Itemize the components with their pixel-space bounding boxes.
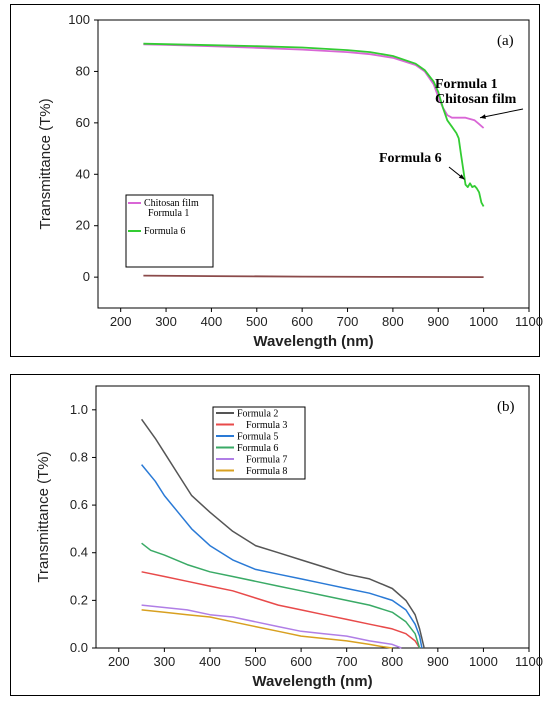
chart-a-ytick-label-20: 20 — [76, 218, 90, 233]
chart-a-plot-frame — [97, 19, 530, 309]
chart-a-series-formula-1-line — [143, 274, 484, 279]
chart-a-ytick-label-100: 100 — [68, 12, 90, 27]
chart-a-y-axis-title: Transmittance (T%) — [37, 98, 54, 229]
chart-panel-b: 200 300 400 500 600 700 800 900 1000 1100 0.0 0.2 0.… — [10, 374, 543, 696]
chart-a-xtick-label-500: 500 — [246, 314, 268, 329]
chart-a-xtick-label-300: 300 — [155, 314, 177, 329]
chart-b-ytick-label-1-0: 1.0 — [70, 402, 88, 417]
chart-a-ytick-label-40: 40 — [76, 166, 90, 181]
chart-b-svg: 200 300 400 500 600 700 800 900 1000 1100 0.0 0.2 0.… — [35, 385, 543, 690]
chart-b-ytick-label-0-2: 0.2 — [70, 592, 88, 607]
chart-b-legend-label-formula-2: Formula 2 — [237, 409, 278, 420]
chart-a-x-axis-title: Wavelength (nm) — [253, 333, 373, 350]
chart-a-ytick-label-80: 80 — [76, 63, 90, 78]
chart-b-legend-label-formula-6: Formula 6 — [237, 443, 278, 454]
chart-b-series-formula-8-line — [141, 609, 393, 649]
chart-a-xtick-label-800: 800 — [382, 314, 404, 329]
chart-a-series-chitosan-film-line — [143, 43, 485, 129]
chart-a-series-formula-6-line — [143, 42, 485, 207]
chart-b-series-formula-6-line — [141, 542, 421, 649]
chart-b-ytick-label-0-4: 0.4 — [70, 545, 88, 560]
chart-a-annotation-formula-1: Formula 1 — [435, 77, 498, 92]
chart-a-ytick-label-0: 0 — [83, 269, 90, 284]
chart-a-arrow-chitosan-film-head — [480, 114, 486, 119]
chart-a-xtick-label-900: 900 — [427, 314, 449, 329]
chart-b-xtick-label-1000: 1000 — [469, 654, 498, 669]
chart-b-ytick-label-0-6: 0.6 — [70, 497, 88, 512]
chart-a-arrow-chitosan-film-shaft — [479, 108, 524, 119]
chart-b-panel-label: (b) — [497, 399, 515, 415]
chart-b-xtick-label-900: 900 — [427, 654, 449, 669]
chart-a-annotation-chitosan-film: Chitosan film — [435, 92, 517, 107]
chart-panel-a: 200 300 400 500 600 700 800 900 1000 1100 0 20 40 60 8… — [10, 4, 543, 357]
chart-a-annotation-formula-6: Formula 6 — [379, 151, 442, 166]
chart-b-x-axis-title: Wavelength (nm) — [252, 673, 372, 690]
chart-a-legend-label-chitosan-film: Chitosan film — [144, 198, 199, 209]
chart-b-series-formula-7-line — [141, 604, 402, 649]
chart-a-ytick-label-60: 60 — [76, 115, 90, 130]
chart-b-series-formula-2-line — [140, 418, 425, 649]
chart-b-xtick-label-700: 700 — [336, 654, 358, 669]
chart-b-plot-frame — [95, 385, 530, 649]
chart-a-xtick-label-400: 400 — [201, 314, 223, 329]
chart-b-legend-box — [212, 406, 306, 480]
chart-a-xtick-label-200: 200 — [110, 314, 132, 329]
chart-b-xtick-label-300: 300 — [154, 654, 176, 669]
chart-b-legend-label-formula-5: Formula 5 — [237, 432, 278, 443]
chart-a-xtick-label-1100: 1100 — [515, 314, 543, 329]
chart-a-xtick-label-600: 600 — [291, 314, 313, 329]
chart-b-series-formula-5-line — [141, 464, 423, 649]
chart-a-xtick-label-1000: 1000 — [469, 314, 498, 329]
chart-b-legend-label-formula-7: Formula 7 — [246, 455, 287, 466]
chart-a-panel-label: (a) — [497, 33, 514, 49]
chart-b-ytick-label-0-8: 0.8 — [70, 449, 88, 464]
chart-b-xtick-label-600: 600 — [290, 654, 312, 669]
chart-b-ytick-label-0-0: 0.0 — [70, 640, 88, 655]
chart-b-xtick-label-200: 200 — [108, 654, 130, 669]
chart-a-arrow-formula-6-head — [458, 174, 465, 180]
chart-b-xtick-label-1100: 1100 — [515, 654, 543, 669]
chart-b-legend-label-formula-3: Formula 3 — [246, 420, 287, 431]
chart-b-legend-label-formula-8: Formula 8 — [246, 466, 287, 477]
chart-b-y-axis-title: Transmittance (T%) — [35, 451, 52, 582]
chart-b-series-formula-3-line — [141, 571, 421, 649]
chart-b-xtick-label-500: 500 — [245, 654, 267, 669]
chart-a-svg: 200 300 400 500 600 700 800 900 1000 1100 0 20 40 60 8… — [37, 12, 543, 350]
chart-b-xtick-label-800: 800 — [381, 654, 403, 669]
chart-a-xtick-label-700: 700 — [337, 314, 359, 329]
chart-b-xtick-label-400: 400 — [199, 654, 221, 669]
chart-a-legend-label-formula-1: Formula 1 — [148, 208, 189, 219]
chart-a-legend-label-formula-6: Formula 6 — [144, 226, 185, 237]
